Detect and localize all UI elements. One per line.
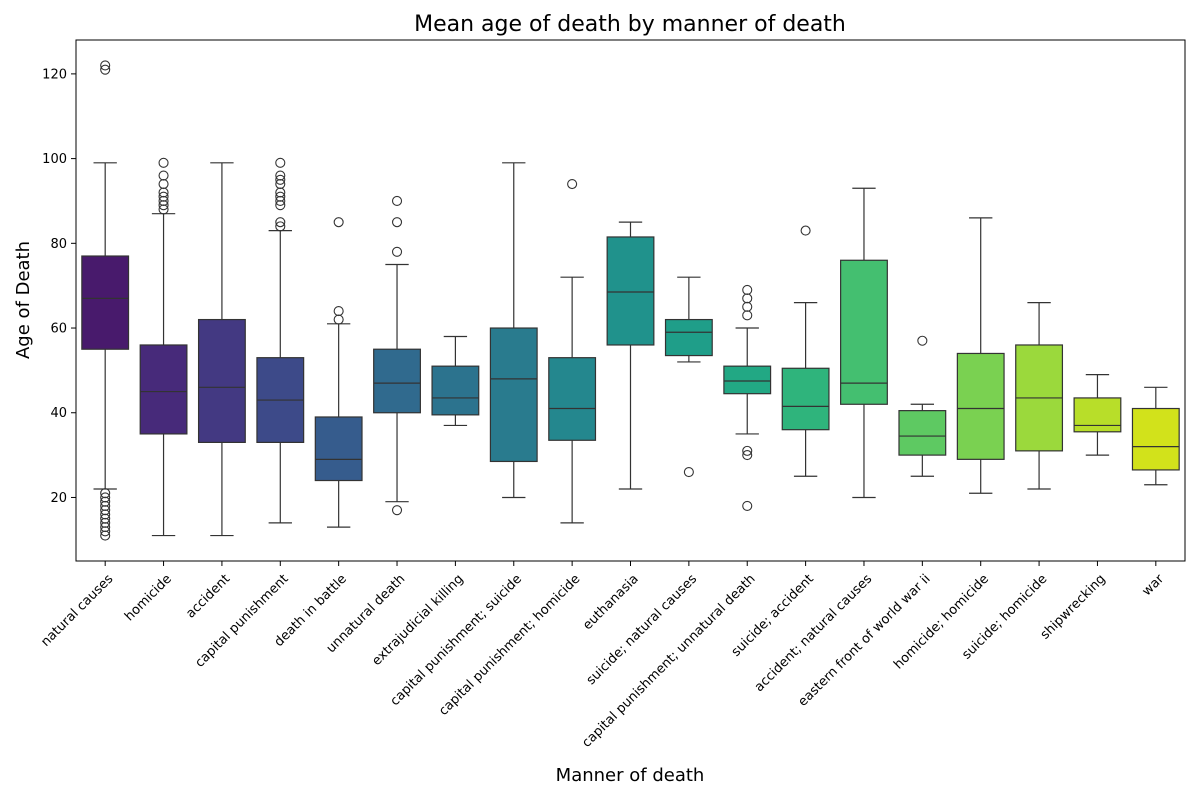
plot-area-frame (75, 39, 1186, 562)
x-tick-label: homicide (122, 572, 175, 625)
box-iqr (1073, 397, 1122, 433)
box-iqr (606, 236, 655, 346)
box-group (314, 217, 363, 528)
box-group (606, 221, 655, 490)
box-iqr (197, 318, 246, 443)
x-tick-label: accident (183, 572, 233, 622)
box-iqr (840, 259, 888, 405)
outlier-point (391, 246, 403, 257)
box-iqr (81, 255, 130, 350)
outlier-point (333, 306, 344, 317)
outlier-point (100, 492, 111, 503)
box-group (431, 335, 480, 427)
box-iqr (1131, 407, 1180, 471)
box-iqr (664, 318, 713, 357)
box-group (1073, 374, 1122, 456)
outlier-point (275, 174, 286, 185)
y-tick-label: 100 (42, 152, 67, 167)
x-tick-label: suicide; natural causes (584, 571, 701, 688)
outlier-point (742, 301, 753, 312)
outlier-point (742, 445, 753, 456)
box-iqr (489, 327, 538, 463)
box-group (197, 162, 246, 537)
outlier-point (275, 221, 286, 232)
box-group (723, 284, 772, 511)
box-group (548, 178, 597, 524)
outlier-point (275, 170, 286, 181)
outlier-point (742, 293, 753, 304)
outlier-point (275, 191, 286, 202)
x-tick-label: natural causes (38, 572, 116, 650)
box-iqr (548, 357, 597, 441)
box-iqr (956, 352, 1005, 460)
x-tick-label: accident; natural causes (752, 571, 876, 695)
y-axis-label: Age of Death (13, 241, 34, 359)
outlier-point (333, 217, 344, 228)
chart-title: Mean age of death by manner of death (414, 12, 846, 37)
box-iqr (139, 344, 188, 435)
box-group (81, 60, 130, 541)
box-group (1015, 302, 1064, 490)
x-tick-label: homicide; homicide (891, 572, 992, 673)
box-group (840, 187, 888, 499)
outlier-point (742, 450, 753, 461)
outlier-point (158, 178, 169, 190)
box-group (1131, 386, 1180, 486)
outlier-point (158, 157, 169, 168)
box-group (956, 217, 1005, 494)
box-group (489, 162, 538, 499)
outlier-point (391, 217, 403, 228)
box-iqr (723, 365, 772, 395)
outlier-point (100, 60, 111, 71)
box-iqr (314, 416, 363, 482)
x-axis-label: Manner of death (556, 765, 705, 786)
box-iqr (373, 348, 421, 414)
outlier-point (917, 335, 928, 346)
y-tick-label: 40 (50, 406, 67, 421)
outlier-point (391, 505, 403, 516)
box-group (373, 195, 421, 516)
outlier-point (683, 466, 694, 478)
box-group (781, 225, 830, 477)
outlier-point (275, 217, 286, 228)
box-group (898, 335, 947, 477)
y-tick-label: 60 (50, 322, 67, 337)
outlier-point (100, 488, 111, 499)
x-tick-label: war (1140, 571, 1168, 599)
box-iqr (898, 410, 947, 456)
box-group (256, 157, 305, 524)
outlier-point (567, 178, 578, 190)
y-axis: 20 40 60 80 100 120 (42, 67, 76, 506)
outlier-point (391, 195, 403, 207)
y-tick-label: 20 (50, 491, 67, 506)
outlier-point (275, 157, 286, 168)
outlier-point (158, 191, 169, 202)
box-group (139, 157, 188, 537)
box-iqr (431, 365, 480, 416)
boxes-layer (81, 60, 1180, 541)
box-group (664, 276, 713, 478)
outlier-point (742, 500, 753, 511)
outlier-point (100, 64, 111, 75)
x-tick-label: euthanasia (580, 572, 642, 634)
y-tick-label: 120 (42, 67, 67, 82)
outlier-point (800, 225, 811, 236)
outlier-point (742, 310, 753, 321)
outlier-point (333, 314, 344, 325)
outlier-point (158, 170, 169, 181)
box-iqr (781, 367, 830, 431)
y-tick-label: 80 (50, 237, 67, 252)
outlier-point (742, 284, 753, 295)
